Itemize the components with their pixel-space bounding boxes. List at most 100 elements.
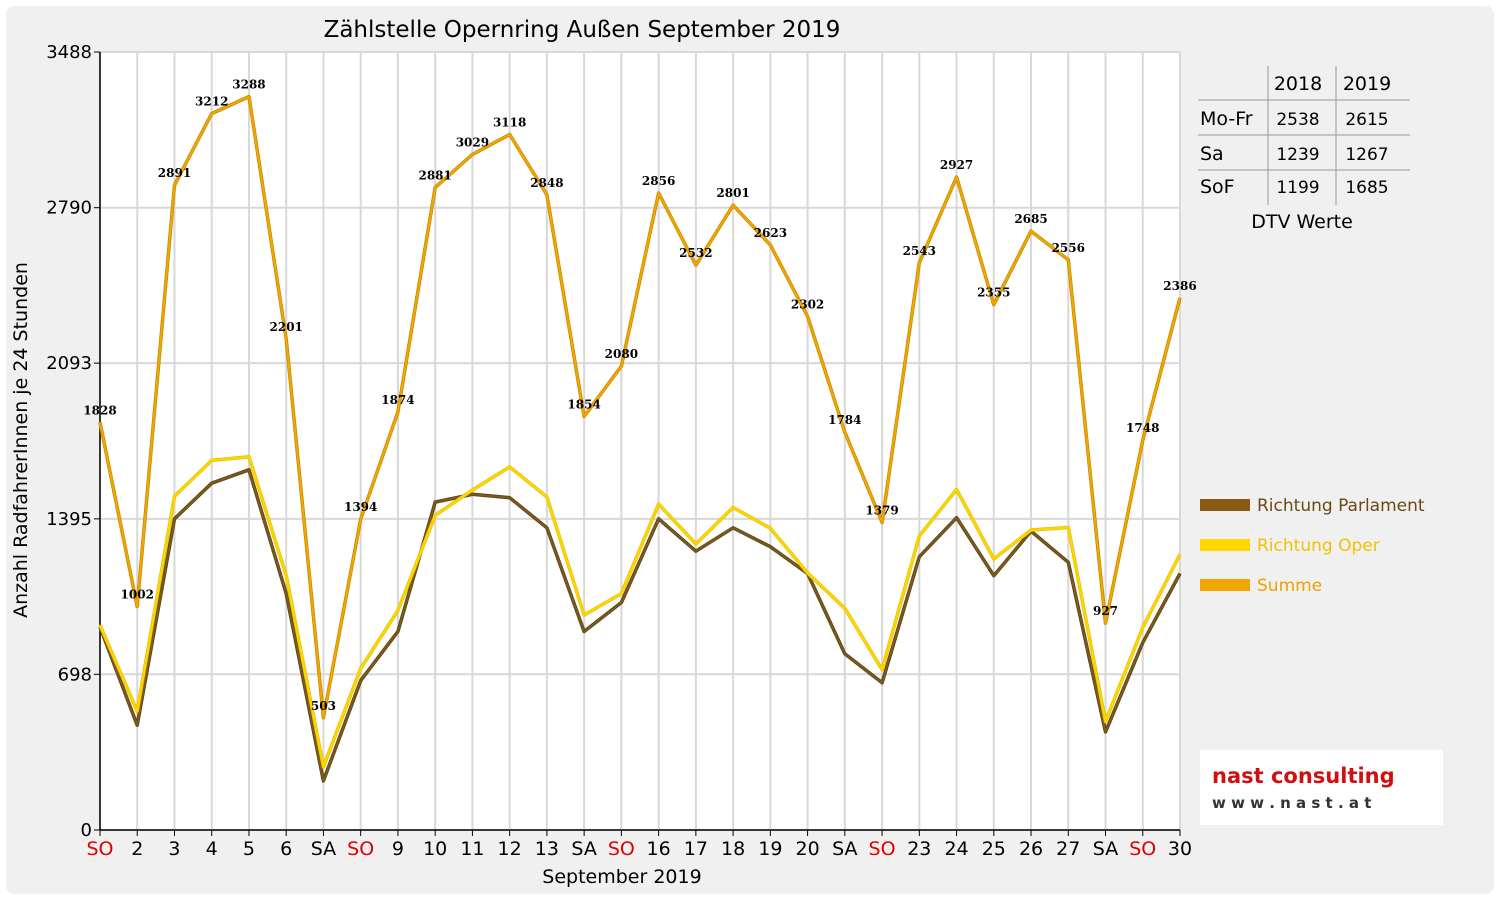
- dtv-row-label: Mo-Fr: [1200, 108, 1253, 130]
- x-tick-label: 9: [392, 838, 404, 860]
- data-label: 2856: [642, 174, 675, 188]
- x-tick-label: SA: [311, 838, 336, 860]
- series-line-summe: [99, 95, 1181, 719]
- legend-swatch: [1200, 579, 1250, 591]
- data-point: [732, 527, 734, 529]
- data-point: [322, 766, 324, 768]
- x-axis-title: September 2019: [542, 866, 701, 888]
- data-point: [620, 593, 622, 595]
- data-label: 2623: [754, 226, 787, 240]
- data-point: [99, 624, 101, 626]
- x-tick-label: 5: [243, 838, 255, 860]
- data-point: [956, 517, 958, 519]
- data-point: [509, 134, 511, 136]
- chart-title: Zählstelle Opernring Außen September 201…: [324, 17, 841, 43]
- data-point: [1179, 553, 1181, 555]
- data-point: [732, 204, 734, 206]
- data-point: [844, 607, 846, 609]
- x-tick-label: 10: [423, 838, 447, 860]
- data-label: 2532: [679, 246, 712, 260]
- y-tick-label: 2093: [46, 353, 92, 374]
- x-tick-label: 24: [944, 838, 968, 860]
- legend-swatch: [1200, 499, 1250, 511]
- data-point: [1142, 439, 1144, 441]
- dtv-caption: DTV Werte: [1251, 211, 1353, 233]
- data-label: 2685: [1014, 212, 1047, 226]
- data-point: [1142, 626, 1144, 628]
- data-point: [173, 518, 175, 520]
- data-point: [769, 244, 771, 246]
- dtv-cell: 1267: [1345, 145, 1388, 165]
- data-label: 503: [311, 699, 336, 713]
- data-point: [397, 630, 399, 632]
- legend-swatch: [1200, 539, 1250, 551]
- data-point: [993, 575, 995, 577]
- y-tick-label: 698: [58, 664, 92, 685]
- data-point: [583, 630, 585, 632]
- data-point: [397, 411, 399, 413]
- data-point: [546, 496, 548, 498]
- x-tick-label: SO: [86, 838, 113, 860]
- data-label: 2927: [940, 158, 973, 172]
- data-point: [136, 606, 138, 608]
- data-label: 1748: [1126, 421, 1159, 435]
- x-tick-label: 16: [647, 838, 671, 860]
- data-point: [173, 184, 175, 186]
- data-label: 3029: [456, 135, 489, 149]
- data-point: [322, 780, 324, 782]
- dtv-cell: 1239: [1276, 145, 1319, 165]
- x-tick-label: 26: [1019, 838, 1043, 860]
- dtv-table: 2018 2019 Mo-Fr 2538 2615 Sa 1239 1267 S…: [1198, 66, 1410, 233]
- dtv-cell: 2615: [1345, 110, 1388, 130]
- data-point: [993, 558, 995, 560]
- y-tick-label: 2790: [46, 198, 92, 219]
- data-point: [509, 497, 511, 499]
- x-tick-label: 17: [684, 838, 708, 860]
- data-point: [248, 469, 250, 471]
- data-label: 2302: [791, 298, 824, 312]
- data-point: [583, 614, 585, 616]
- data-point: [136, 710, 138, 712]
- x-tick-label: SA: [1093, 838, 1118, 860]
- data-point: [1067, 527, 1069, 529]
- data-point: [546, 194, 548, 196]
- data-point: [285, 338, 287, 340]
- data-point: [620, 601, 622, 603]
- nast-logo: nast consulting w w w . n a s t . a t: [1200, 750, 1443, 825]
- x-tick-label: SO: [869, 838, 896, 860]
- data-point: [285, 574, 287, 576]
- data-label: 927: [1093, 604, 1118, 618]
- data-label: 1394: [344, 500, 377, 514]
- data-point: [1179, 297, 1181, 299]
- x-tick-label: 6: [280, 838, 292, 860]
- data-point: [285, 593, 287, 595]
- data-point: [807, 316, 809, 318]
- data-point: [769, 527, 771, 529]
- data-label: 1854: [567, 397, 600, 411]
- series-line-richtung-oper: [99, 455, 1181, 768]
- data-point: [769, 546, 771, 548]
- data-point: [956, 176, 958, 178]
- data-point: [1030, 529, 1032, 531]
- dtv-row-label: SoF: [1200, 176, 1235, 198]
- data-point: [658, 518, 660, 520]
- series-line-richtung-parlament: [99, 468, 1181, 782]
- x-tick-label: 2: [131, 838, 143, 860]
- data-label: 1784: [828, 413, 861, 427]
- dtv-cell: 1685: [1345, 178, 1388, 198]
- data-point: [732, 506, 734, 508]
- data-point: [956, 488, 958, 490]
- data-point: [695, 543, 697, 545]
- series-layer: [98, 94, 1182, 783]
- data-point: [546, 527, 548, 529]
- data-point: [471, 489, 473, 491]
- data-point: [360, 680, 362, 682]
- data-point: [434, 514, 436, 516]
- data-point: [1067, 259, 1069, 261]
- data-label: 2386: [1163, 279, 1196, 293]
- dtv-header-2019: 2019: [1343, 73, 1391, 95]
- data-label: 1874: [381, 393, 414, 407]
- data-label: 2801: [716, 186, 749, 200]
- data-point: [918, 556, 920, 558]
